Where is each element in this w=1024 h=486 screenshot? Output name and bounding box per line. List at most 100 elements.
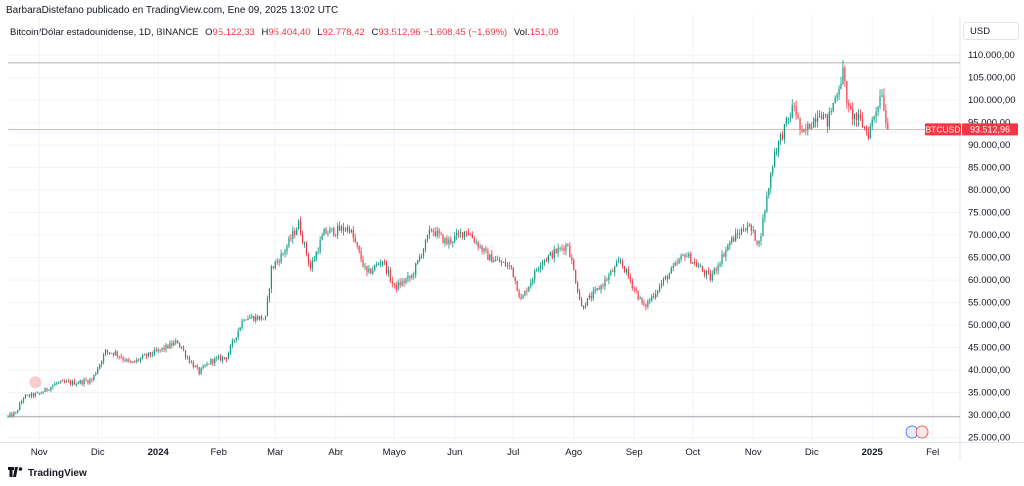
candle-body: [840, 83, 842, 90]
candle-body: [809, 123, 811, 129]
candle-body: [555, 249, 557, 254]
candle-body: [38, 392, 40, 394]
candle-body: [294, 231, 296, 235]
candle-body: [748, 224, 750, 227]
candle-body: [159, 349, 161, 351]
candle-body: [699, 266, 702, 268]
candle-body: [147, 352, 150, 357]
candle-body: [210, 359, 212, 365]
candle-body: [52, 385, 54, 388]
candle-body: [95, 373, 97, 375]
candle-body: [208, 363, 210, 365]
candle-body: [280, 253, 282, 263]
y-tick-label: 110.000,00: [968, 50, 1015, 61]
candle-body: [329, 229, 331, 234]
candle-body: [459, 232, 462, 234]
x-tick-label: Nov: [745, 447, 762, 458]
y-tick-label: 100.000,00: [968, 95, 1016, 106]
symbol-name: Bitcoin/Dólar estadounidense, 1D, BINANC…: [10, 27, 199, 38]
candle-body: [229, 345, 231, 354]
candle-body: [34, 393, 36, 397]
candle-body: [436, 230, 438, 236]
candle-body: [512, 267, 514, 278]
candle-body: [658, 285, 661, 292]
candle-body: [67, 381, 70, 383]
candle-body: [262, 318, 265, 320]
candle-body: [104, 349, 107, 355]
candle-body: [186, 357, 189, 359]
candle-body: [567, 244, 569, 247]
candle-body: [145, 354, 148, 357]
candle-body: [120, 356, 122, 358]
candle-body: [270, 266, 272, 289]
y-tick-label: 80.000,00: [968, 185, 1010, 196]
candle-body: [768, 188, 770, 196]
candle-body: [740, 229, 743, 235]
candle-body: [48, 390, 50, 391]
candle-body: [735, 233, 737, 242]
candle-body: [432, 230, 434, 232]
candle-body: [848, 103, 850, 107]
candle-body: [44, 388, 46, 393]
candle-body: [879, 96, 881, 107]
candle-body: [598, 288, 600, 290]
x-tick-label: Fel: [926, 447, 939, 458]
candle-body: [253, 316, 255, 321]
candle-body: [255, 316, 257, 321]
candle-body: [606, 279, 608, 281]
candle-body: [413, 274, 415, 276]
candle-body: [877, 106, 879, 112]
candle-body: [140, 358, 142, 361]
y-tick-label: 70.000,00: [968, 230, 1010, 241]
currency-selector[interactable]: USD: [963, 22, 1019, 40]
candle-body: [692, 262, 694, 264]
candle-body: [15, 412, 17, 413]
candle-body: [557, 248, 559, 254]
candle-body: [647, 301, 649, 307]
candle-body: [327, 233, 329, 235]
candle-body: [142, 355, 144, 359]
candle-body: [719, 264, 721, 266]
candle-body: [547, 255, 549, 261]
candle-body: [251, 316, 253, 318]
candle-body: [188, 357, 191, 363]
candle-body: [561, 247, 563, 249]
candle-body: [473, 238, 475, 243]
candle-body: [276, 261, 278, 263]
candle-body: [727, 245, 729, 251]
candle-body: [134, 361, 136, 363]
candle-body: [758, 240, 760, 244]
candle-body: [32, 393, 34, 397]
candle-body: [342, 226, 345, 231]
candle-body: [268, 288, 271, 299]
candle-body: [666, 276, 668, 280]
candle-body: [54, 383, 56, 386]
candle-body: [362, 259, 364, 267]
candle-body: [301, 234, 304, 243]
candle-body: [467, 232, 469, 235]
candle-body: [420, 256, 423, 257]
candle-body: [713, 268, 715, 275]
candle-body: [526, 290, 528, 292]
candle-body: [438, 230, 440, 234]
candle-body: [223, 357, 226, 358]
candle-body: [623, 266, 626, 273]
y-tick-label: 90.000,00: [968, 140, 1010, 151]
candle-body: [643, 302, 645, 305]
candle-body: [323, 228, 325, 236]
y-tick-label: 45.000,00: [968, 343, 1010, 354]
candle-body: [340, 226, 343, 231]
candle-body: [370, 268, 372, 274]
candle-body: [688, 253, 690, 257]
candle-body: [471, 234, 473, 239]
candle-body: [69, 381, 72, 385]
low-value: 92.778,42: [322, 27, 365, 38]
candle-body: [434, 231, 436, 236]
candle-body: [573, 259, 575, 271]
candle-body: [182, 348, 185, 351]
candle-body: [725, 250, 727, 257]
candle-body: [116, 351, 118, 356]
candle-body: [298, 220, 300, 230]
candle-body: [783, 123, 786, 140]
